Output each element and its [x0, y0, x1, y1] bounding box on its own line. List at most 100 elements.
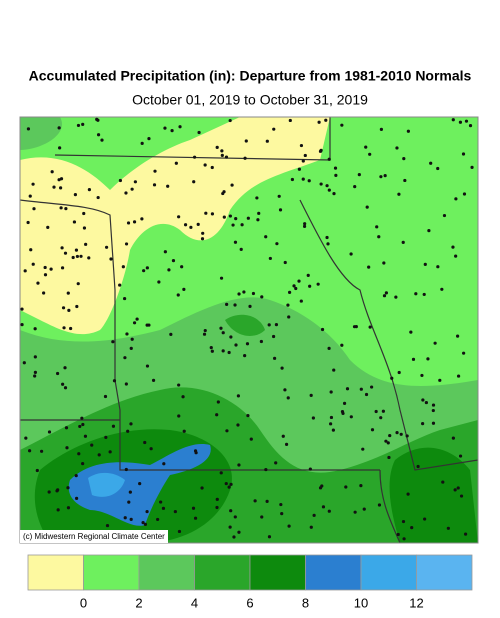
station: [353, 510, 357, 514]
station: [173, 509, 177, 514]
station: [249, 437, 253, 441]
station: [58, 146, 62, 150]
station: [379, 416, 383, 420]
station: [66, 506, 71, 510]
station: [47, 430, 52, 434]
station: [342, 401, 347, 405]
station: [202, 332, 207, 336]
station: [299, 299, 303, 303]
station: [170, 129, 174, 133]
credit-box: [20, 530, 168, 543]
station: [69, 326, 73, 331]
station: [140, 217, 144, 221]
station: [141, 521, 145, 525]
station: [367, 265, 371, 269]
legend-swatch: [83, 554, 140, 591]
station: [60, 246, 64, 250]
station: [181, 395, 185, 399]
station: [229, 482, 233, 486]
station: [354, 325, 358, 329]
station: [145, 266, 149, 270]
station: [157, 280, 161, 284]
station: [362, 507, 366, 511]
station: [333, 166, 338, 170]
station: [153, 169, 157, 173]
station: [379, 127, 383, 131]
station: [87, 256, 91, 260]
station: [83, 434, 88, 438]
station: [240, 223, 244, 227]
station: [61, 306, 66, 310]
station: [219, 326, 223, 330]
station: [303, 222, 307, 226]
station: [177, 383, 181, 387]
station: [359, 387, 363, 391]
station: [111, 424, 116, 428]
station: [129, 517, 133, 521]
station: [431, 403, 436, 407]
station: [222, 215, 226, 219]
station: [224, 481, 228, 486]
wettest-green: [389, 447, 478, 543]
station: [309, 525, 313, 529]
station: [132, 220, 137, 224]
station: [43, 265, 47, 270]
station: [111, 340, 115, 344]
station: [470, 165, 474, 169]
station: [97, 453, 101, 457]
station: [394, 295, 398, 299]
station: [203, 163, 207, 167]
station: [105, 523, 110, 528]
station: [216, 400, 220, 404]
station: [308, 467, 312, 471]
station: [109, 257, 113, 261]
station: [224, 155, 229, 159]
station: [67, 308, 71, 312]
station: [274, 323, 279, 327]
station: [90, 443, 94, 447]
station: [272, 127, 276, 131]
station: [410, 526, 414, 530]
station: [442, 213, 447, 218]
station: [359, 484, 363, 488]
station: [124, 382, 128, 386]
station: [81, 122, 85, 126]
station: [233, 515, 237, 519]
station: [182, 429, 186, 433]
station: [232, 535, 236, 539]
station: [197, 130, 201, 135]
station: [191, 506, 196, 510]
station: [201, 231, 205, 235]
station: [454, 197, 458, 201]
station: [397, 370, 401, 375]
station: [387, 455, 391, 460]
station: [454, 254, 458, 258]
station: [431, 408, 435, 413]
station: [406, 129, 410, 133]
station: [370, 385, 374, 389]
station: [368, 325, 372, 329]
station: [424, 400, 428, 405]
station: [361, 447, 365, 451]
station: [72, 220, 77, 224]
station: [236, 394, 241, 398]
legend-tick-label: 0: [80, 595, 87, 610]
title: Accumulated Precipitation (in): Departur…: [29, 68, 472, 84]
station: [228, 525, 232, 529]
station: [239, 247, 243, 251]
station: [56, 371, 60, 376]
station: [327, 157, 331, 161]
station: [163, 126, 167, 130]
station: [66, 486, 70, 490]
station: [311, 416, 315, 420]
station: [321, 505, 326, 509]
station: [29, 248, 33, 252]
station: [193, 516, 198, 520]
station: [159, 500, 163, 504]
station: [264, 235, 268, 239]
station: [75, 304, 79, 309]
station: [63, 251, 68, 255]
station: [200, 486, 204, 490]
station: [33, 370, 37, 374]
